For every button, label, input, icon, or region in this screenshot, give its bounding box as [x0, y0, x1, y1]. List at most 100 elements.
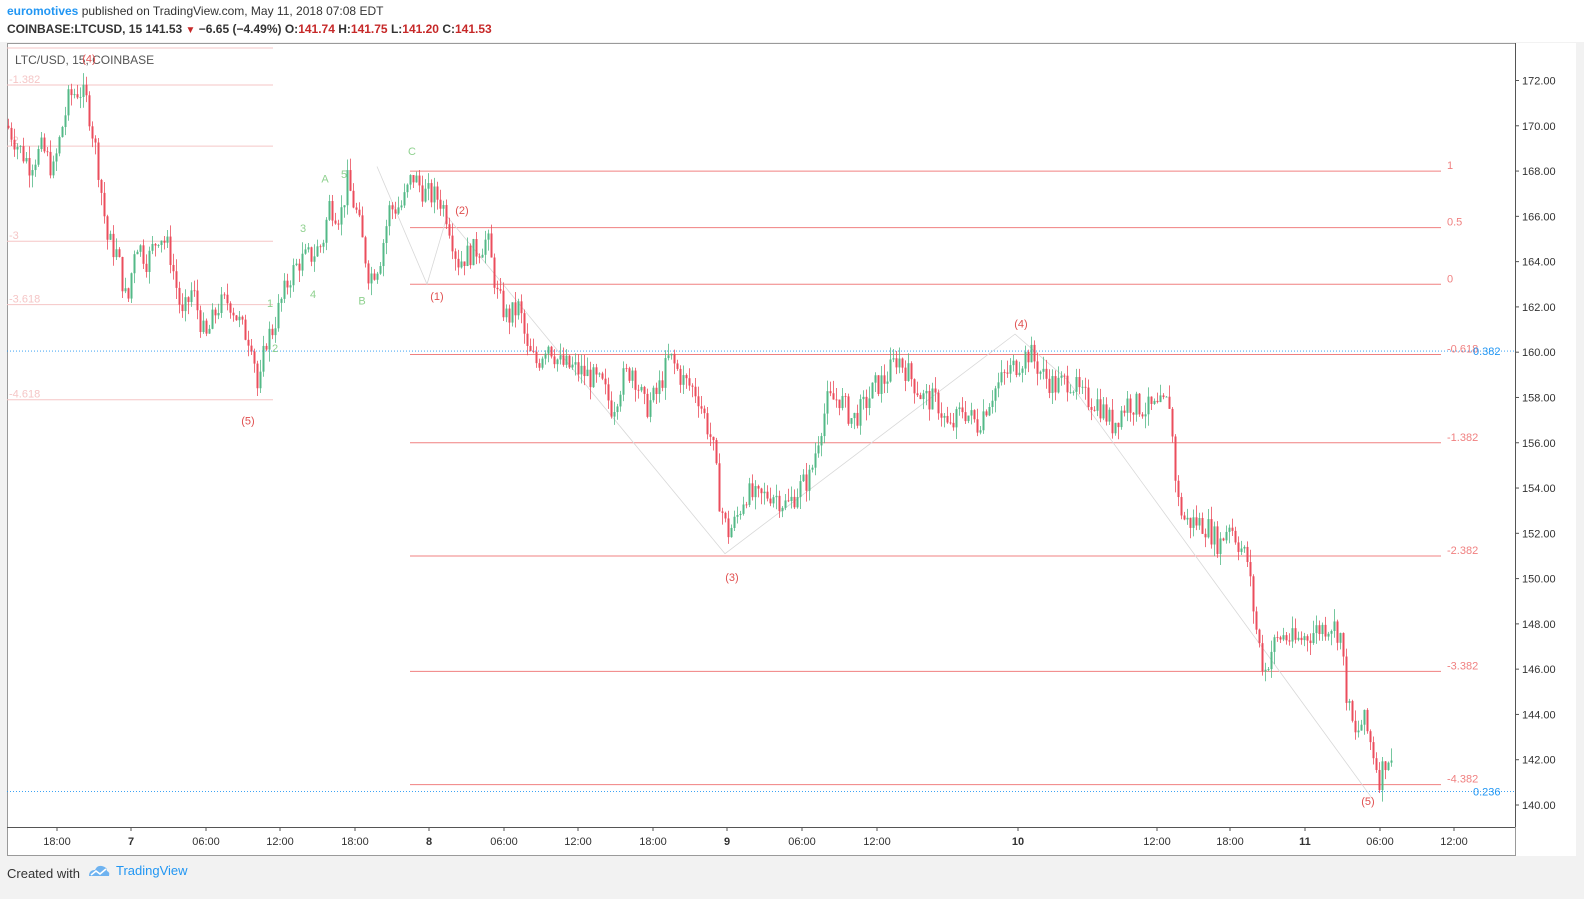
- candle-body: [946, 415, 949, 423]
- candle-body: [982, 411, 985, 431]
- candle-body: [196, 290, 199, 311]
- candle-body: [970, 410, 973, 416]
- candle-body: [22, 146, 25, 162]
- candle-body: [607, 384, 610, 401]
- candle-body: [727, 518, 730, 538]
- y-tick-label: 154.00: [1522, 483, 1556, 495]
- y-tick-label: 166.00: [1522, 211, 1556, 223]
- candle-body: [454, 251, 457, 259]
- candle-body: [532, 350, 535, 352]
- candle-body: [1342, 633, 1345, 657]
- candle-body: [232, 312, 235, 316]
- author-link[interactable]: euromotives: [7, 4, 79, 18]
- candle-body: [823, 413, 826, 437]
- fib-label-right: 1: [1447, 160, 1453, 172]
- candle-body: [1249, 562, 1252, 577]
- candle-body: [658, 380, 661, 395]
- candle-body: [895, 358, 898, 368]
- candle-body: [397, 207, 400, 214]
- high-label: H:: [338, 22, 351, 36]
- candle-body: [925, 390, 928, 394]
- wave-label: (4): [82, 53, 95, 65]
- candle-body: [565, 355, 568, 365]
- candle-body: [1156, 400, 1159, 403]
- candle-body: [400, 205, 403, 208]
- candle-body: [766, 491, 769, 499]
- candle-body: [466, 245, 469, 266]
- candle-body: [820, 436, 823, 446]
- candle-body: [829, 391, 832, 394]
- candle-body: [154, 243, 157, 246]
- candle-body: [934, 388, 937, 393]
- price-chart[interactable]: 140.00 142.00 144.00 146.00 148.00 150.00 152.…: [7, 43, 1576, 856]
- candle-body: [88, 95, 91, 127]
- candle-body: [1357, 730, 1360, 733]
- candle-body: [1255, 611, 1258, 630]
- candle-body: [1306, 636, 1309, 641]
- candle-body: [1021, 368, 1024, 373]
- candle-body: [1375, 758, 1378, 770]
- candle-body: [739, 513, 742, 516]
- candle-body: [682, 375, 685, 385]
- candle-body: [1201, 518, 1204, 534]
- candle-body: [304, 249, 307, 254]
- candle-body: [1261, 643, 1264, 672]
- candle-body: [1120, 410, 1123, 428]
- candle-body: [1294, 628, 1297, 640]
- candle-body: [169, 236, 172, 265]
- candle-body: [1276, 637, 1279, 639]
- candle-body: [853, 412, 856, 419]
- candle-body: [1012, 360, 1015, 366]
- candle-body: [259, 371, 262, 389]
- candle-body: [493, 257, 496, 288]
- candle-body: [1378, 769, 1381, 791]
- chart-area[interactable]: 140.00 142.00 144.00 146.00 148.00 150.00 152.…: [7, 43, 1576, 856]
- candle-body: [859, 399, 862, 426]
- candle-body: [541, 358, 544, 368]
- candle-body: [1183, 515, 1186, 520]
- candle-body: [862, 396, 865, 400]
- candle-body: [391, 205, 394, 210]
- candle-body: [526, 333, 529, 346]
- x-tick-label: 10: [1012, 836, 1024, 848]
- candle-body: [574, 362, 577, 365]
- candle-body: [865, 396, 868, 408]
- candle-body: [439, 199, 442, 209]
- x-tick-label: 12:00: [1440, 836, 1468, 848]
- candle-body: [1033, 344, 1036, 362]
- candle-body: [553, 356, 556, 365]
- candle-body: [949, 422, 952, 424]
- candle-body: [406, 184, 409, 193]
- candle-body: [1051, 376, 1054, 393]
- candle-body: [1081, 386, 1084, 388]
- candle-body: [166, 236, 169, 243]
- candle-body: [1189, 517, 1192, 528]
- candle-body: [712, 436, 715, 441]
- candle-body: [754, 486, 757, 498]
- candle-body: [1363, 709, 1366, 725]
- candle-body: [1072, 391, 1075, 393]
- candle-body: [157, 245, 160, 246]
- candle-body: [298, 263, 301, 271]
- candle-body: [1330, 630, 1333, 634]
- y-tick-label: 150.00: [1522, 574, 1556, 586]
- candle-body: [529, 345, 532, 351]
- candle-body: [160, 240, 163, 246]
- candle-body: [247, 339, 250, 346]
- candle-body: [826, 391, 829, 414]
- candle-body: [514, 302, 517, 316]
- candle-body: [715, 440, 718, 464]
- candle-body: [868, 398, 871, 408]
- candle-body: [1381, 761, 1384, 791]
- candle-body: [748, 483, 751, 505]
- tradingview-brand[interactable]: TradingView: [87, 863, 188, 878]
- candle-body: [118, 249, 121, 258]
- candle-body: [1075, 377, 1078, 392]
- candle-body: [1210, 519, 1213, 545]
- candle-body: [52, 161, 55, 176]
- candle-body: [1036, 361, 1039, 374]
- candle-body: [202, 320, 205, 333]
- candle-body: [61, 127, 64, 138]
- candle-body: [487, 233, 490, 240]
- close-label: C:: [442, 22, 455, 36]
